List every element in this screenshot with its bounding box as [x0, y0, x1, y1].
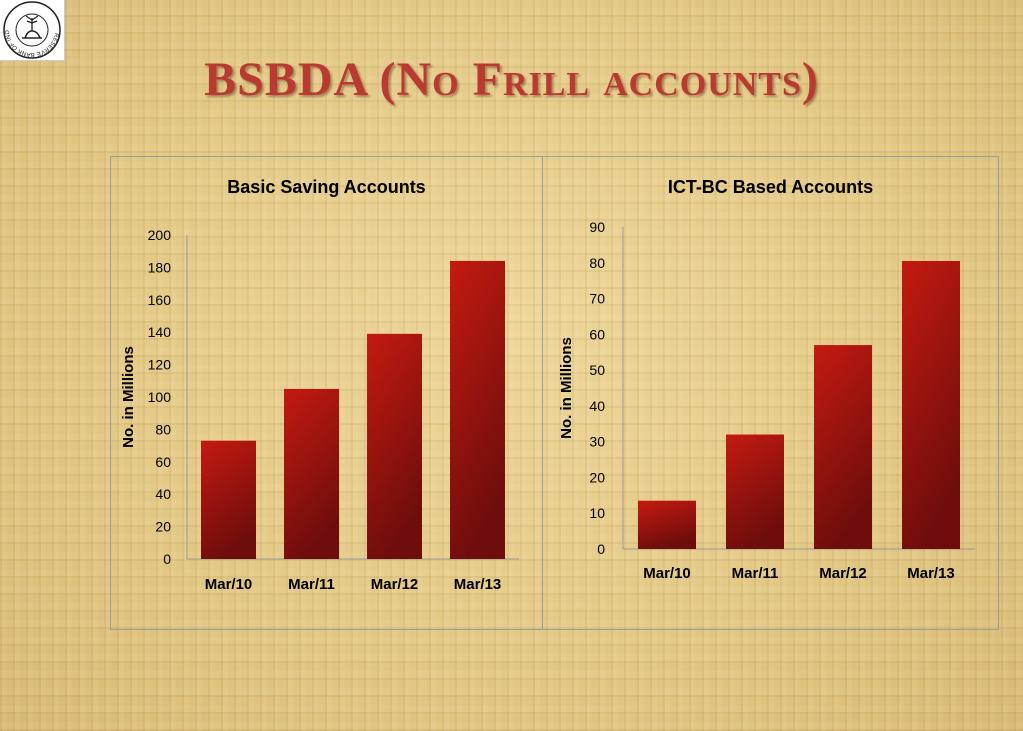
x-category-label: Mar/11: [288, 576, 335, 593]
y-tick-label: 90: [589, 219, 605, 235]
y-tick-label: 20: [589, 469, 605, 485]
y-axis-title: No. in Millions: [558, 337, 575, 439]
y-tick-label: 40: [589, 398, 605, 414]
chart-title: ICT-BC Based Accounts: [667, 177, 874, 197]
y-tick-label: 70: [589, 291, 605, 307]
y-tick-label: 80: [589, 255, 605, 271]
y-tick-label: 0: [163, 551, 171, 567]
y-tick-label: 180: [148, 259, 172, 275]
bar-mar-12: [367, 333, 422, 559]
y-tick-label: 200: [148, 227, 172, 243]
bar-mar-13: [450, 260, 505, 559]
bar-mar-10: [201, 440, 256, 559]
x-category-label: Mar/10: [205, 576, 253, 593]
rbi-logo: RESERVE BANK OF INDIA: [0, 0, 65, 61]
x-category-label: Mar/10: [643, 565, 691, 582]
y-tick-label: 50: [589, 362, 605, 378]
x-category-label: Mar/12: [819, 565, 867, 582]
rbi-seal-icon: RESERVE BANK OF INDIA: [0, 0, 61, 59]
y-tick-label: 60: [589, 326, 605, 342]
y-tick-label: 60: [155, 454, 171, 470]
x-category-label: Mar/11: [732, 565, 779, 582]
y-tick-label: 140: [148, 324, 172, 340]
bar-mar-11: [284, 388, 339, 559]
y-tick-label: 40: [155, 486, 171, 502]
y-tick-label: 30: [589, 434, 605, 450]
y-tick-label: 20: [155, 519, 171, 535]
chart-ict-bc-accounts: ICT-BC Based Accounts 0 10 20 30 40 50 60 70 80 9…: [542, 156, 999, 630]
bar-mar-10: [638, 500, 696, 549]
y-tick-label: 10: [589, 505, 605, 521]
chart-title: Basic Saving Accounts: [227, 177, 426, 197]
bar-mar-11: [726, 434, 784, 549]
y-axis-title: No. in Millions: [120, 346, 137, 448]
chart-plot-basic-saving: 0 20 40 60 80 100 120 140 160 180 200 Mar/10 Mar/11 M…: [120, 227, 519, 593]
x-category-label: Mar/12: [371, 576, 419, 593]
x-category-label: Mar/13: [454, 576, 502, 593]
y-tick-label: 0: [597, 541, 605, 557]
slide-title: BSBDA (No Frill accounts): [204, 53, 819, 106]
y-tick-label: 100: [148, 389, 172, 405]
y-tick-label: 120: [148, 357, 172, 373]
bar-mar-13: [902, 260, 960, 549]
y-tick-label: 160: [148, 292, 172, 308]
bar-mar-12: [814, 345, 872, 549]
chart-basic-saving-accounts: Basic Saving Accounts 0 20 40 60 80 100 120 140…: [110, 156, 543, 630]
chart-plot-ict-bc: 0 10 20 30 40 50 60 70 80 90 Mar/10 Mar/11 Mar/12 Mar…: [558, 219, 975, 582]
x-category-label: Mar/13: [907, 565, 955, 582]
y-tick-label: 80: [155, 421, 171, 437]
